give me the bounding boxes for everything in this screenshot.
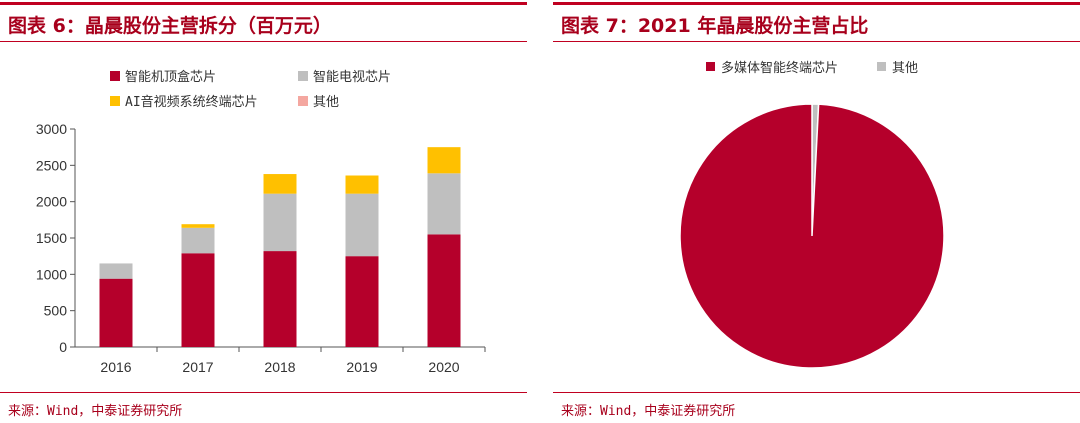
bar-segment [181, 224, 215, 228]
x-tick-label: 2018 [264, 359, 295, 375]
y-tick-label: 0 [59, 339, 67, 355]
pie-chart-source-divider [553, 392, 1080, 393]
legend-label: 其他 [892, 61, 918, 76]
y-tick-label: 3000 [36, 121, 67, 137]
legend-swatch [298, 71, 308, 81]
bar-chart-source-divider [0, 392, 527, 393]
legend-label: 多媒体智能终端芯片 [721, 60, 838, 76]
bar-segment [427, 147, 461, 174]
x-tick-label: 2016 [100, 359, 131, 375]
bar-chart-source: 来源：Wind，中泰证券研究所 [8, 404, 183, 419]
legend-swatch [298, 96, 308, 106]
legend-swatch [110, 71, 120, 81]
y-tick-label: 1000 [36, 266, 67, 282]
bar-segment [345, 175, 379, 194]
bar-segment [263, 193, 297, 252]
legend-label: 智能机顶盒芯片 [125, 69, 216, 85]
pie-slice [679, 103, 945, 369]
x-tick-label: 2017 [182, 359, 213, 375]
bar-segment [427, 173, 461, 235]
pie-chart-title: 图表 7：2021 年晶晨股份主营占比 [561, 15, 869, 37]
bar-chart-panel: 图表 6：晶晨股份主营拆分（百万元） 智能机顶盒芯片 智能电视芯片 AI音视频系统终… [0, 0, 527, 423]
bar-segment [427, 234, 461, 347]
pie-chart-source: 来源：Wind，中泰证券研究所 [561, 404, 736, 419]
legend-swatch [110, 96, 120, 106]
x-tick-label: 2020 [428, 359, 459, 375]
y-tick-label: 1500 [36, 230, 67, 246]
bar-segment [263, 251, 297, 347]
bar-segment [181, 227, 215, 254]
bar-segment [263, 174, 297, 194]
bar-chart-title-bar: 图表 6：晶晨股份主营拆分（百万元） [0, 2, 527, 42]
pie-chart: 多媒体智能终端芯片 其他 [679, 60, 945, 369]
bar-chart: 智能机顶盒芯片 智能电视芯片 AI音视频系统终端芯片 其他 0 500 1000 1500 20… [36, 69, 486, 375]
legend-label: 其他 [313, 95, 339, 110]
legend-swatch [877, 62, 886, 71]
bar-segment [345, 256, 379, 347]
legend-label: AI音视频系统终端芯片 [125, 94, 258, 110]
bar-chart-title: 图表 6：晶晨股份主营拆分（百万元） [8, 15, 332, 37]
bar-segment [345, 193, 379, 257]
y-tick-label: 500 [44, 303, 68, 319]
bar-segment [99, 278, 133, 347]
legend-swatch [706, 62, 715, 71]
x-tick-label: 2019 [346, 359, 377, 375]
y-tick-label: 2500 [36, 157, 67, 173]
bar-segment [99, 263, 133, 279]
pie-chart-panel: 图表 7：2021 年晶晨股份主营占比 多媒体智能终端芯片 其他 来源：Wind，… [553, 0, 1080, 423]
bar-segment [181, 253, 215, 347]
legend-label: 智能电视芯片 [313, 70, 391, 85]
pie-chart-title-bar: 图表 7：2021 年晶晨股份主营占比 [553, 2, 1080, 42]
y-tick-label: 2000 [36, 194, 67, 210]
